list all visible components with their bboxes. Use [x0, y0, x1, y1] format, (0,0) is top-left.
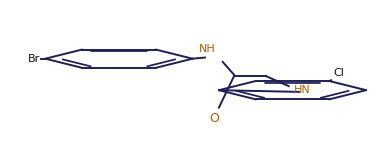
Text: O: O [209, 112, 219, 125]
Text: Cl: Cl [333, 68, 344, 78]
Text: NH: NH [199, 44, 216, 54]
Text: HN: HN [294, 85, 310, 95]
Text: Br: Br [27, 54, 40, 64]
